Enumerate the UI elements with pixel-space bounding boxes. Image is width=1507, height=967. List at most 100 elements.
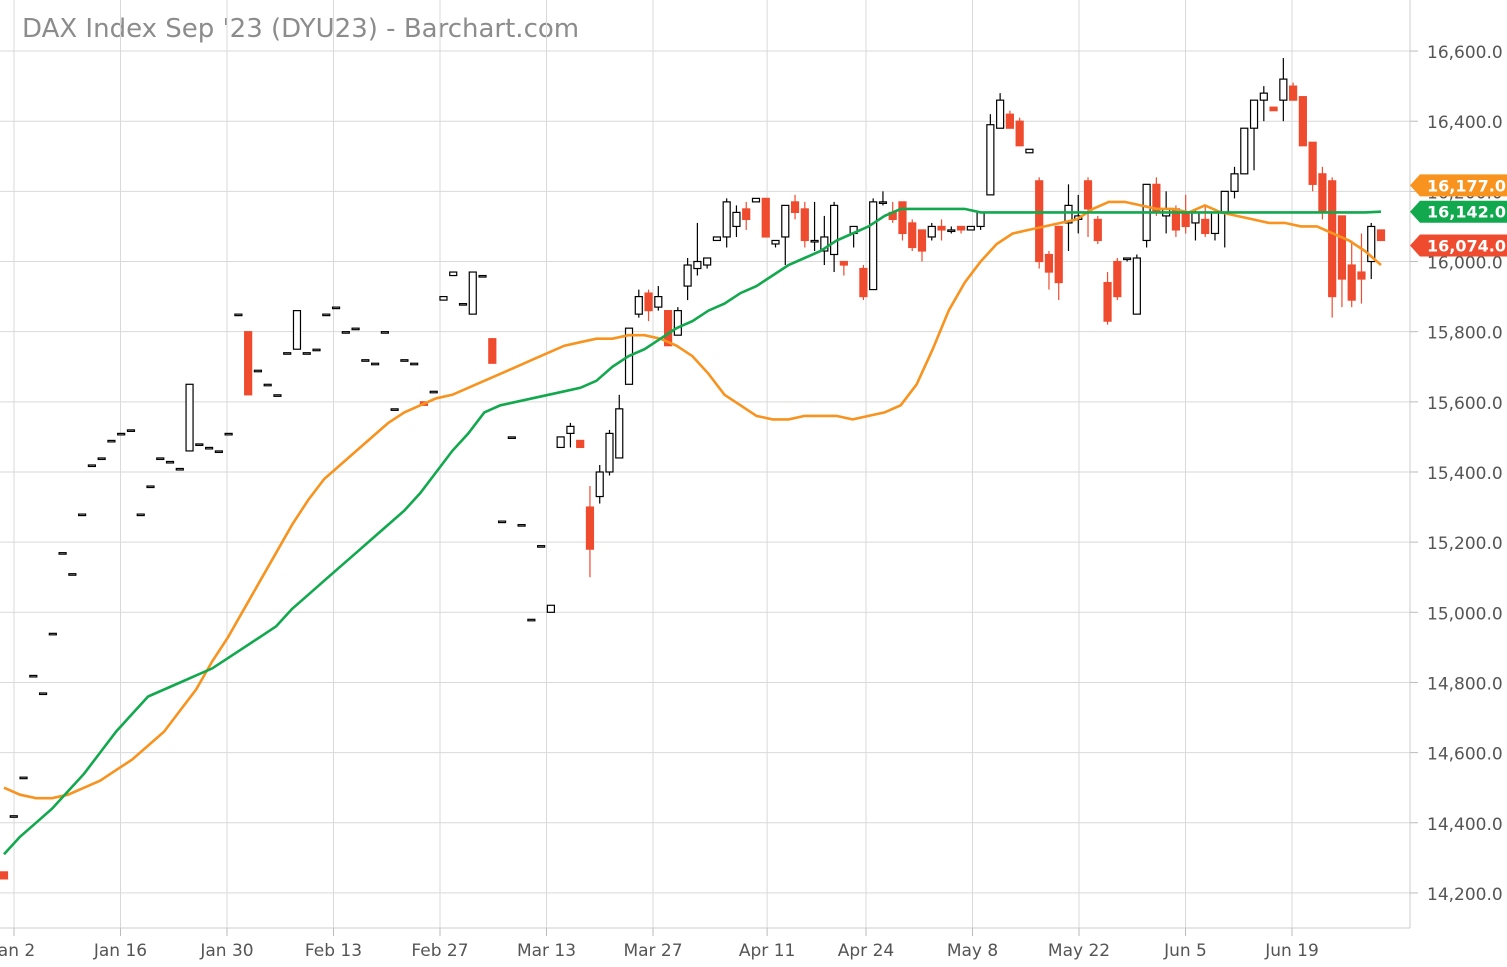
x-tick-label: Jun 5: [1163, 941, 1207, 961]
candle-body: [781, 204, 790, 238]
candle: [195, 443, 204, 447]
candle-body: [312, 348, 321, 352]
candle-body: [1249, 99, 1259, 129]
candle: [1083, 177, 1093, 237]
candle-body: [1191, 211, 1200, 224]
candle: [214, 450, 223, 454]
candle-body: [1347, 264, 1356, 301]
candle: [341, 331, 350, 334]
candle: [1347, 240, 1356, 308]
x-tick-label: Apr 24: [838, 941, 894, 961]
candle-body: [732, 211, 741, 228]
ma-slow-line: [3, 207, 1382, 856]
candle-body: [712, 236, 722, 242]
x-tick-label: Jun 19: [1264, 941, 1319, 961]
candle-body: [29, 674, 38, 678]
candle-body: [204, 446, 214, 450]
candle: [1269, 106, 1278, 112]
last-price-tag: [1410, 200, 1507, 223]
candle: [29, 674, 38, 678]
candle: [1259, 86, 1268, 122]
candle: [410, 362, 419, 366]
candle: [273, 394, 282, 397]
candle: [146, 485, 155, 489]
candle: [458, 303, 468, 306]
candle: [1064, 184, 1073, 251]
candle: [1015, 117, 1024, 147]
candle: [996, 93, 1005, 129]
candle-body: [1220, 190, 1229, 214]
candle: [683, 258, 692, 301]
candle-body: [1015, 120, 1024, 147]
y-tick-label: 14,800.0: [1427, 674, 1503, 694]
x-tick-label: May 8: [947, 941, 998, 961]
candle: [68, 573, 77, 576]
candle: [605, 429, 614, 476]
candle: [976, 211, 985, 230]
candle: [371, 362, 380, 366]
candle: [331, 306, 341, 310]
candle-body: [429, 390, 438, 394]
candle: [663, 310, 673, 347]
candle: [380, 331, 389, 334]
candle-body: [371, 362, 380, 366]
candle: [644, 289, 653, 322]
last-price-tag: [1410, 234, 1507, 257]
x-axis: Jan 2 Jan 16 Jan 30 Feb 13 Feb 27 Mar 13 Mar 2…: [0, 927, 1410, 961]
candle-body: [1122, 257, 1132, 261]
candle: [263, 383, 272, 387]
candle-body: [58, 552, 67, 555]
y-tick-label: 14,600.0: [1427, 745, 1503, 765]
candle: [468, 271, 477, 315]
candle: [117, 432, 126, 436]
candle-body: [1093, 218, 1102, 242]
y-tick-label: 16,600.0: [1427, 43, 1503, 63]
candle-body: [439, 295, 448, 301]
y-tick-label: 16,400.0: [1427, 113, 1503, 133]
candle: [722, 198, 731, 248]
candle: [937, 219, 946, 241]
y-tick-label: 15,200.0: [1427, 534, 1503, 554]
candle-body: [146, 485, 155, 489]
candle: [839, 260, 848, 276]
candle: [712, 236, 722, 242]
candle-body: [1269, 106, 1278, 112]
candle: [1220, 190, 1229, 248]
candle: [1376, 229, 1386, 242]
candle-body: [722, 201, 731, 238]
candle: [449, 271, 458, 277]
candle-body: [673, 310, 682, 336]
y-tick-label: 16,000.0: [1427, 254, 1503, 274]
candle: [361, 359, 370, 362]
candle: [781, 204, 790, 266]
candle-body: [1230, 173, 1239, 192]
candle-body: [126, 429, 136, 432]
candle: [1074, 194, 1083, 234]
grid-lines: [0, 0, 1410, 928]
candle: [1357, 233, 1366, 304]
candle-body: [742, 208, 751, 221]
candle: [956, 225, 966, 234]
candle: [351, 327, 360, 331]
y-axis: 16,600.016,400.016,200.016,000.015,800.0…: [1409, 0, 1503, 928]
candle: [830, 201, 839, 273]
y-tick-label: 15,000.0: [1427, 604, 1503, 624]
candle-body: [1308, 141, 1317, 185]
candle-body: [1210, 211, 1220, 235]
last-price-labels: 16,177.0 16,142.0 16,074.0: [1410, 174, 1507, 257]
candle: [0, 871, 9, 880]
candle-body: [234, 313, 243, 317]
candle-body: [1201, 218, 1210, 235]
candle: [156, 457, 165, 461]
candle: [107, 439, 116, 443]
candle: [615, 394, 624, 459]
candle-body: [273, 394, 282, 397]
candle: [654, 286, 663, 311]
candle: [859, 265, 868, 301]
candle-body: [1318, 173, 1327, 214]
candle-body: [156, 457, 165, 461]
candle-body: [341, 331, 350, 334]
y-tick-label: 15,800.0: [1427, 324, 1503, 344]
candle-body: [400, 359, 409, 362]
